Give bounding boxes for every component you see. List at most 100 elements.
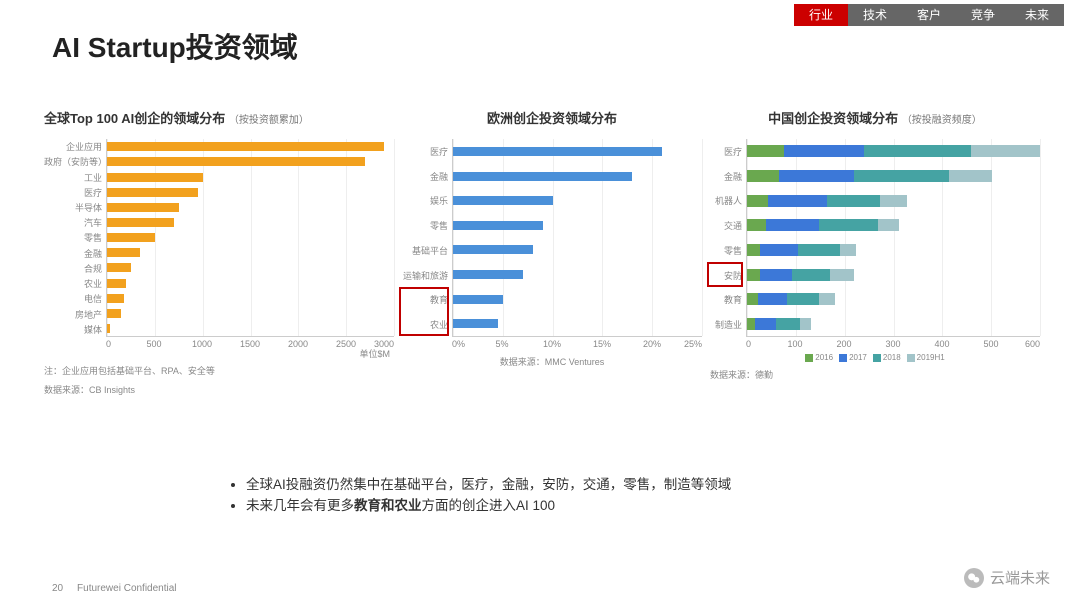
y-label: 机器人 — [710, 194, 742, 207]
x-tick: 2000 — [274, 339, 322, 349]
x-tick: 10% — [527, 339, 577, 349]
bar — [107, 294, 124, 303]
stacked-bar — [747, 145, 1040, 157]
bar — [107, 309, 121, 318]
bar-segment — [747, 195, 768, 207]
nav-tab-0[interactable]: 行业 — [794, 4, 848, 26]
y-label: 企业应用 — [44, 140, 102, 153]
x-tick: 600 — [1016, 339, 1041, 349]
bar-segment — [747, 293, 758, 305]
stacked-bar — [747, 170, 992, 182]
bar — [107, 157, 365, 166]
bar-segment — [819, 293, 835, 305]
legend-item: 2019H1 — [907, 353, 945, 362]
bar-segment — [776, 318, 800, 330]
stacked-bar — [747, 219, 899, 231]
stacked-bar — [747, 269, 854, 281]
x-tick: 400 — [918, 339, 967, 349]
bar — [107, 248, 140, 257]
bullet-item: 未来几年会有更多教育和农业方面的创企进入AI 100 — [246, 496, 731, 517]
bar-segment — [792, 269, 829, 281]
bar-segment — [784, 145, 864, 157]
y-label: 教育 — [710, 293, 742, 306]
bar-segment — [779, 170, 854, 182]
x-tick: 0 — [746, 339, 771, 349]
bar — [107, 263, 131, 272]
bar — [107, 142, 384, 151]
y-label: 政府（安防等） — [44, 155, 102, 168]
bar-segment — [747, 170, 779, 182]
stacked-bar — [747, 195, 907, 207]
bar — [453, 221, 543, 230]
bar — [453, 147, 662, 156]
highlight-box — [707, 262, 743, 287]
bar-segment — [949, 170, 992, 182]
x-tick: 300 — [869, 339, 918, 349]
bar-segment — [800, 318, 811, 330]
nav-tab-4[interactable]: 未来 — [1010, 4, 1064, 26]
watermark: 云端未来 — [964, 567, 1050, 588]
y-label: 运输和旅游 — [402, 269, 448, 282]
x-tick: 100 — [771, 339, 820, 349]
chart-panel-2: 欧洲创企投资领域分布 医疗金融娱乐零售基础平台运输和旅游教育农业0%5%10%1… — [402, 108, 702, 396]
bar — [107, 324, 110, 333]
y-label: 制造业 — [710, 318, 742, 331]
y-label: 电信 — [44, 292, 102, 305]
stacked-bar — [747, 293, 835, 305]
bar-segment — [880, 195, 907, 207]
page-number: 20 — [52, 583, 63, 594]
chart1-note: 注：企业应用包括基础平台、RPA、安全等 — [44, 364, 394, 377]
y-label: 娱乐 — [402, 194, 448, 207]
bar — [453, 172, 632, 181]
nav-tab-1[interactable]: 技术 — [848, 4, 902, 26]
bar — [453, 295, 503, 304]
y-label: 工业 — [44, 171, 102, 184]
chart-panel-3: 中国创企投资领域分布 （按投融资频度） 医疗金融机器人交通零售安防教育制造业01… — [710, 108, 1040, 396]
bar-segment — [747, 219, 766, 231]
chart2-source: 数据来源：MMC Ventures — [402, 355, 702, 368]
bar-segment — [755, 318, 776, 330]
bar-segment — [787, 293, 819, 305]
nav-tab-3[interactable]: 竞争 — [956, 4, 1010, 26]
bar-segment — [760, 244, 797, 256]
x-tick: 5% — [477, 339, 527, 349]
chart3-title: 中国创企投资领域分布 （按投融资频度） — [710, 108, 1040, 127]
chart1: 企业应用政府（安防等）工业医疗半导体汽车零售金融合规农业电信房地产媒体05001… — [44, 139, 394, 349]
chart3-source: 数据来源：德勤 — [710, 368, 1040, 381]
wechat-icon — [964, 568, 984, 588]
nav-tab-2[interactable]: 客户 — [902, 4, 956, 26]
y-label: 媒体 — [44, 323, 102, 336]
y-label: 零售 — [710, 244, 742, 257]
chart3: 医疗金融机器人交通零售安防教育制造业0100200300400500600 — [710, 139, 1040, 349]
legend-item: 2016 — [805, 353, 833, 362]
highlight-box — [399, 287, 449, 336]
bar — [107, 279, 126, 288]
y-label: 交通 — [710, 219, 742, 232]
y-label: 金融 — [402, 170, 448, 183]
bar-segment — [854, 170, 950, 182]
chart3-legend: 2016201720182019H1 — [710, 353, 1040, 362]
bar-segment — [878, 219, 899, 231]
bar-segment — [760, 269, 792, 281]
y-label: 汽车 — [44, 216, 102, 229]
y-label: 金融 — [710, 170, 742, 183]
x-tick: 2500 — [322, 339, 370, 349]
bar — [107, 173, 203, 182]
bar-segment — [830, 269, 854, 281]
x-tick: 500 — [130, 339, 178, 349]
bar-segment — [798, 244, 841, 256]
footer-label: Futurewei Confidential — [77, 583, 177, 594]
chart-panel-1: 全球Top 100 AI创企的领域分布 （按投资额累加） 企业应用政府（安防等）… — [44, 108, 394, 396]
bar-segment — [747, 145, 784, 157]
page-title: AI Startup投资领域 — [52, 26, 298, 66]
bar — [107, 218, 174, 227]
bar-segment — [766, 219, 819, 231]
bar-segment — [758, 293, 787, 305]
y-label: 医疗 — [44, 186, 102, 199]
chart1-source: 数据来源：CB Insights — [44, 383, 394, 396]
bar-segment — [747, 244, 760, 256]
bar-segment — [840, 244, 856, 256]
bar — [107, 188, 198, 197]
bar — [107, 203, 179, 212]
bar — [453, 270, 523, 279]
